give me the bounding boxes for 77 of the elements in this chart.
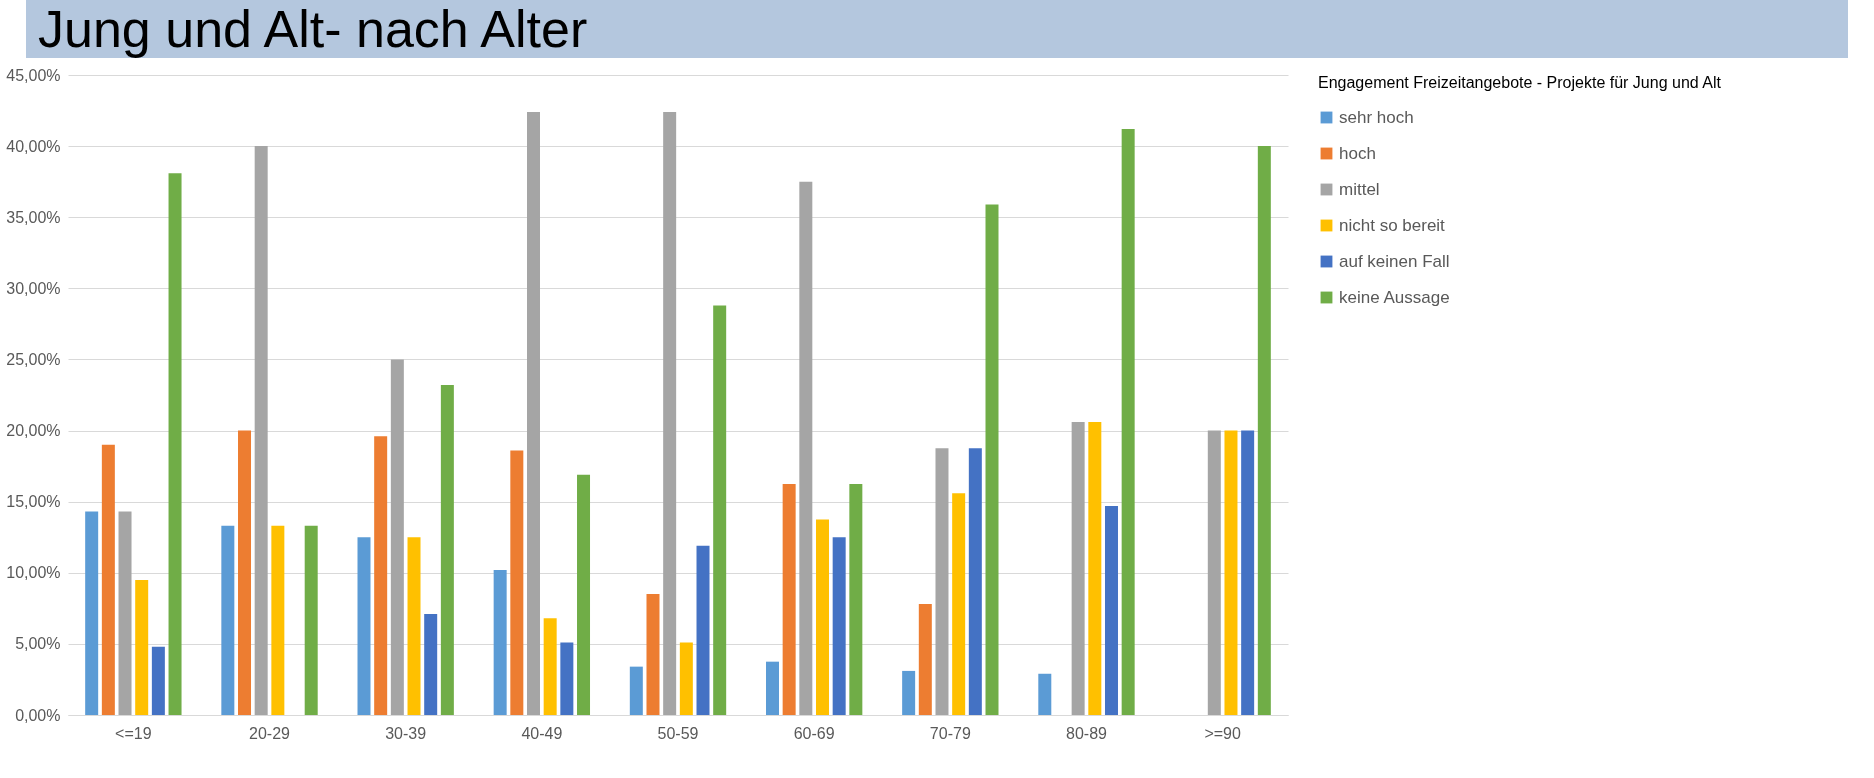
bar	[440, 385, 454, 715]
bar	[151, 646, 165, 715]
bar	[799, 181, 813, 715]
bar	[390, 359, 404, 715]
bar	[1257, 146, 1271, 715]
y-tick-label: 5,00%	[15, 635, 61, 653]
y-tick-label: 35,00%	[6, 208, 61, 226]
bar	[1241, 430, 1255, 715]
x-tick-label: 40-49	[521, 724, 563, 742]
bar	[765, 661, 779, 715]
x-tick-label: 60-69	[793, 724, 835, 742]
bar	[918, 604, 932, 715]
y-tick-label: 15,00%	[6, 493, 61, 511]
bar	[1071, 422, 1085, 715]
bar	[646, 594, 660, 715]
x-tick-label: <=19	[115, 724, 152, 742]
bar	[952, 493, 966, 715]
y-tick-label: 25,00%	[6, 350, 61, 368]
bar	[1121, 129, 1135, 715]
bar	[629, 666, 643, 715]
bar	[374, 436, 388, 715]
bar	[424, 614, 438, 715]
x-tick-label: 80-89	[1066, 724, 1108, 742]
y-tick-label: 40,00%	[6, 137, 61, 155]
bar	[527, 111, 540, 715]
bar	[935, 448, 949, 715]
bar	[1104, 505, 1118, 715]
chart-title: Jung und Alt- nach Alter	[26, 0, 1848, 58]
bar	[304, 525, 318, 715]
bar	[254, 146, 268, 715]
bar	[85, 511, 99, 715]
x-tick-label: 50-59	[657, 724, 699, 742]
bar	[832, 537, 846, 715]
bar	[679, 642, 693, 715]
bar	[1088, 422, 1102, 715]
bar	[849, 483, 863, 715]
bar	[713, 305, 727, 715]
legend-label: mittel	[1339, 179, 1380, 199]
bar	[560, 642, 574, 715]
bar	[696, 545, 710, 715]
bar	[543, 618, 557, 715]
legend-title: Engagement Freizeitangebote - Projekte für Jung und Alt	[1318, 74, 1722, 91]
bar	[221, 525, 235, 715]
bar	[135, 579, 149, 715]
bar	[118, 511, 132, 715]
bar	[271, 525, 285, 715]
legend-label: auf keinen Fall	[1339, 251, 1450, 271]
bar	[782, 483, 796, 715]
x-tick-label: 70-79	[929, 724, 971, 742]
bar	[1207, 430, 1221, 715]
x-tick-label: 20-29	[249, 724, 291, 742]
bar	[510, 450, 524, 715]
x-tick-label: 30-39	[385, 724, 427, 742]
legend-label: sehr hoch	[1339, 107, 1414, 127]
legend-label: nicht so bereit	[1339, 215, 1446, 235]
bar	[985, 204, 999, 715]
legend-label: hoch	[1339, 143, 1376, 163]
bar	[168, 173, 182, 715]
y-tick-label: 20,00%	[6, 422, 61, 440]
bar	[968, 448, 982, 715]
y-tick-label: 0,00%	[15, 706, 61, 724]
bar	[816, 519, 829, 715]
legend-label: keine Aussage	[1339, 287, 1450, 307]
bar	[1224, 430, 1238, 715]
bar	[663, 111, 677, 715]
x-tick-label: >=90	[1204, 724, 1241, 742]
bar	[493, 569, 507, 715]
bar	[238, 430, 252, 715]
bar	[1038, 673, 1052, 715]
bar	[101, 444, 115, 715]
y-tick-label: 10,00%	[6, 564, 61, 582]
bar	[577, 474, 591, 715]
y-tick-label: 30,00%	[6, 279, 61, 297]
bar	[902, 670, 916, 715]
bar	[407, 537, 421, 715]
y-tick-label: 45,00%	[6, 66, 61, 84]
bar	[357, 537, 371, 715]
